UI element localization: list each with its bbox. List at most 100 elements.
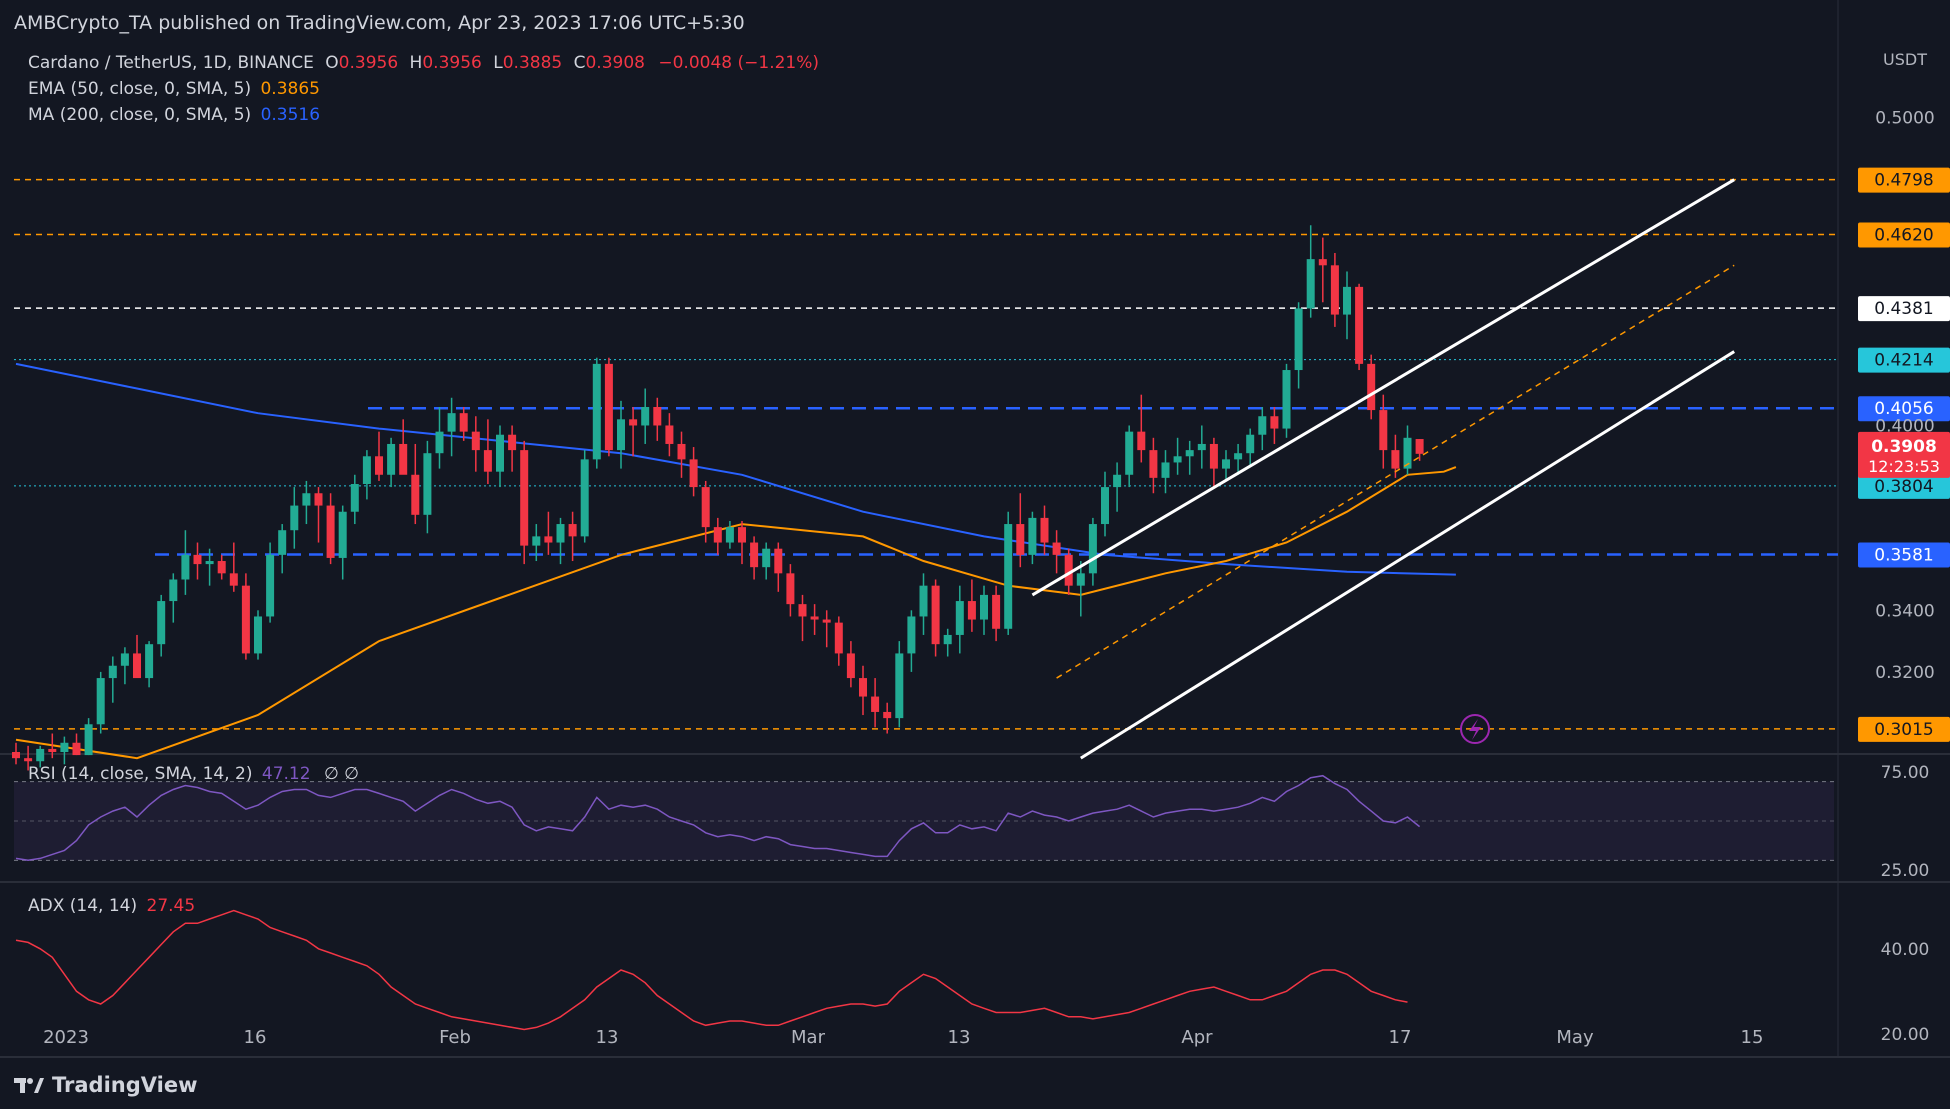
candle-body: [483, 450, 492, 472]
candle-body: [1355, 286, 1364, 364]
candle-body: [290, 505, 299, 531]
high-label: H: [409, 53, 423, 73]
candle-body: [508, 434, 517, 451]
candle-body: [1076, 573, 1085, 586]
close-label: C: [573, 53, 586, 73]
ma200-line: [15, 362, 1456, 576]
candle-body: [496, 434, 504, 472]
candle-body: [677, 443, 686, 460]
candle-body: [980, 594, 988, 620]
level-label-box: [1858, 473, 1950, 499]
rsi-pane: 75.00 25.00: [14, 763, 1929, 881]
countdown-label: 12:23:53: [1868, 457, 1940, 476]
candle-body: [48, 748, 57, 752]
candle-body: [145, 644, 154, 679]
candle-body: [266, 554, 275, 617]
level-label-box: [1858, 716, 1950, 742]
candle-body: [846, 653, 855, 679]
candle-body: [580, 459, 589, 537]
candle-body: [871, 696, 880, 712]
candle-body: [967, 601, 976, 620]
candle-body: [725, 527, 734, 543]
candle-body: [241, 585, 250, 654]
candle-body: [1367, 363, 1376, 411]
ema-legend[interactable]: EMA (50, close, 0, SMA, 5) 0.3865: [28, 79, 320, 99]
candle-body: [992, 594, 1001, 629]
rsi-tick-label: 25.00: [1881, 861, 1930, 881]
candle-body: [1222, 459, 1230, 469]
channel-median-line: [1056, 264, 1735, 679]
candle-body: [883, 711, 892, 719]
rsi-legend[interactable]: RSI (14, close, SMA, 14, 2) 47.12 ∅ ∅: [28, 764, 359, 784]
candle-body: [314, 493, 323, 506]
level-label: 0.3581: [1874, 546, 1933, 566]
candle-body: [108, 665, 117, 679]
candle-body: [617, 419, 625, 451]
rsi-tick-label: 75.00: [1881, 763, 1930, 783]
candle-body: [544, 536, 553, 543]
level-label: 0.3015: [1874, 720, 1933, 740]
tradingview-logo-icon: [14, 1078, 44, 1093]
candle-body: [568, 524, 577, 537]
candle-body: [120, 653, 129, 666]
last-price-box: [1858, 431, 1950, 478]
candle-body: [1161, 462, 1170, 478]
candle-body: [1028, 517, 1037, 555]
adx-tick-label: 40.00: [1881, 940, 1930, 960]
level-label-box: [1858, 396, 1950, 422]
open-label: O: [325, 53, 339, 73]
time-tick-label: Mar: [791, 1027, 826, 1048]
rsi-extra: ∅ ∅: [323, 764, 359, 784]
candle-body: [1088, 524, 1097, 574]
candle-body: [532, 536, 541, 546]
time-tick-label: May: [1556, 1027, 1594, 1048]
ema-value: 0.3865: [260, 79, 320, 99]
candle-body: [810, 616, 819, 620]
candle-body: [1173, 456, 1182, 463]
level-label: 0.4620: [1874, 226, 1933, 246]
candle-body: [556, 524, 565, 543]
lightning-bolt-icon: [1469, 719, 1481, 740]
candle-body: [1330, 265, 1339, 315]
candle-body: [1052, 542, 1061, 555]
candle-body: [471, 431, 480, 451]
candle-body: [1101, 487, 1109, 525]
level-label: 0.4214: [1874, 351, 1933, 371]
level-label-box: [1858, 167, 1950, 193]
time-tick-label: 13: [596, 1027, 619, 1048]
candle-body: [629, 419, 638, 426]
candle-body: [1040, 517, 1049, 543]
candle-body: [1318, 259, 1327, 266]
moving-averages: [15, 362, 1457, 760]
level-label-box: [1858, 542, 1950, 568]
publisher-caption: AMBCrypto_TA published on TradingView.co…: [14, 12, 745, 34]
candle-body: [387, 443, 396, 475]
candle-body: [665, 425, 674, 444]
candle-body: [72, 742, 81, 756]
level-label: 0.4798: [1874, 171, 1933, 191]
adx-legend[interactable]: ADX (14, 14) 27.45: [28, 896, 195, 916]
candle-body: [1282, 370, 1291, 429]
candle-body: [193, 554, 202, 565]
currency-label: USDT: [1883, 50, 1927, 69]
candle-body: [798, 604, 807, 617]
rsi-label: RSI (14, close, SMA, 14, 2): [28, 764, 253, 784]
candle-body: [1343, 286, 1351, 315]
candle-body: [157, 601, 166, 645]
parallel-channel: [1031, 178, 1735, 760]
time-tick-label: 2023: [43, 1027, 89, 1048]
candle-body: [350, 484, 359, 512]
adx-label: ADX (14, 14): [28, 896, 138, 916]
candle-body: [254, 616, 262, 654]
ma-legend[interactable]: MA (200, close, 0, SMA, 5) 0.3516: [28, 105, 320, 125]
tradingview-logo[interactable]: TradingView: [14, 1073, 197, 1097]
time-tick-label: Apr: [1181, 1027, 1213, 1048]
symbol-legend[interactable]: Cardano / TetherUS, 1D, BINANCE O0.3956 …: [28, 53, 819, 73]
candle-body: [423, 453, 432, 515]
candle-body: [859, 678, 867, 697]
candle-body: [822, 619, 831, 623]
candle-body: [713, 527, 722, 543]
candle-body: [1209, 443, 1218, 469]
candle-body: [96, 678, 105, 725]
